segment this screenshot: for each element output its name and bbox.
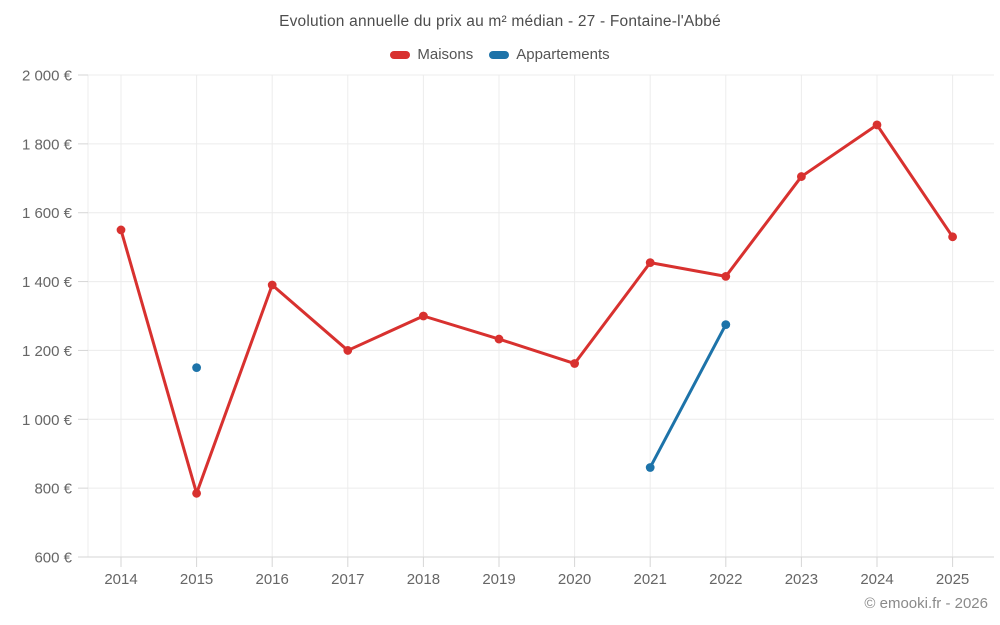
y-tick-label: 2 000 € <box>22 68 73 85</box>
legend-item-maisons[interactable]: Maisons <box>390 46 473 63</box>
chart-title: Evolution annuelle du prix au m² médian … <box>279 13 721 30</box>
x-tick-label: 2017 <box>331 571 364 588</box>
x-tick-label: 2021 <box>634 571 667 588</box>
appartements-point[interactable] <box>192 363 202 373</box>
y-tick-label: 1 600 € <box>22 205 73 222</box>
maisons-point[interactable] <box>797 172 806 181</box>
legend-item-appartements[interactable]: Appartements <box>489 46 610 63</box>
x-tick-label: 2022 <box>709 571 742 588</box>
maisons-point[interactable] <box>494 334 504 344</box>
y-tick-label: 800 € <box>34 481 72 498</box>
maisons-point[interactable] <box>343 346 353 355</box>
maisons-point[interactable] <box>645 258 655 268</box>
y-tick-label: 1 800 € <box>22 136 73 153</box>
appartements-line <box>648 323 728 469</box>
appartements-swatch-icon <box>489 50 510 59</box>
x-tick-label: 2016 <box>256 571 289 588</box>
maisons-point[interactable] <box>116 225 126 235</box>
x-tick-label: 2023 <box>785 571 818 588</box>
appartements-point[interactable] <box>645 463 655 472</box>
x-tick-label: 2024 <box>860 571 893 588</box>
maisons-point[interactable] <box>267 280 277 290</box>
x-tick-label: 2015 <box>180 571 213 588</box>
maisons-point[interactable] <box>192 488 202 498</box>
maisons-line <box>119 123 955 495</box>
copyright: © emooki.fr - 2026 <box>864 595 988 612</box>
maisons-point[interactable] <box>570 359 579 368</box>
y-tick-label: 1 000 € <box>22 412 73 429</box>
appartements-point[interactable] <box>721 320 731 330</box>
x-tick-label: 2019 <box>482 571 515 588</box>
legend-label-appartements: Appartements <box>516 46 610 63</box>
y-tick-label: 600 € <box>34 550 72 567</box>
x-tick-label: 2014 <box>104 571 137 588</box>
maisons-point[interactable] <box>948 232 957 242</box>
y-tick-label: 1 200 € <box>22 343 73 360</box>
legend-label-maisons: Maisons <box>417 46 474 63</box>
maisons-point[interactable] <box>872 120 882 130</box>
x-tick-label: 2020 <box>558 571 591 588</box>
legend: Maisons Appartements <box>0 46 1000 63</box>
maisons-point[interactable] <box>419 311 428 321</box>
y-tick-label: 1 400 € <box>22 274 73 291</box>
x-tick-label: 2025 <box>936 571 969 588</box>
maisons-swatch-icon <box>390 50 411 59</box>
x-tick-label: 2018 <box>407 571 440 588</box>
maisons-point[interactable] <box>721 272 731 281</box>
